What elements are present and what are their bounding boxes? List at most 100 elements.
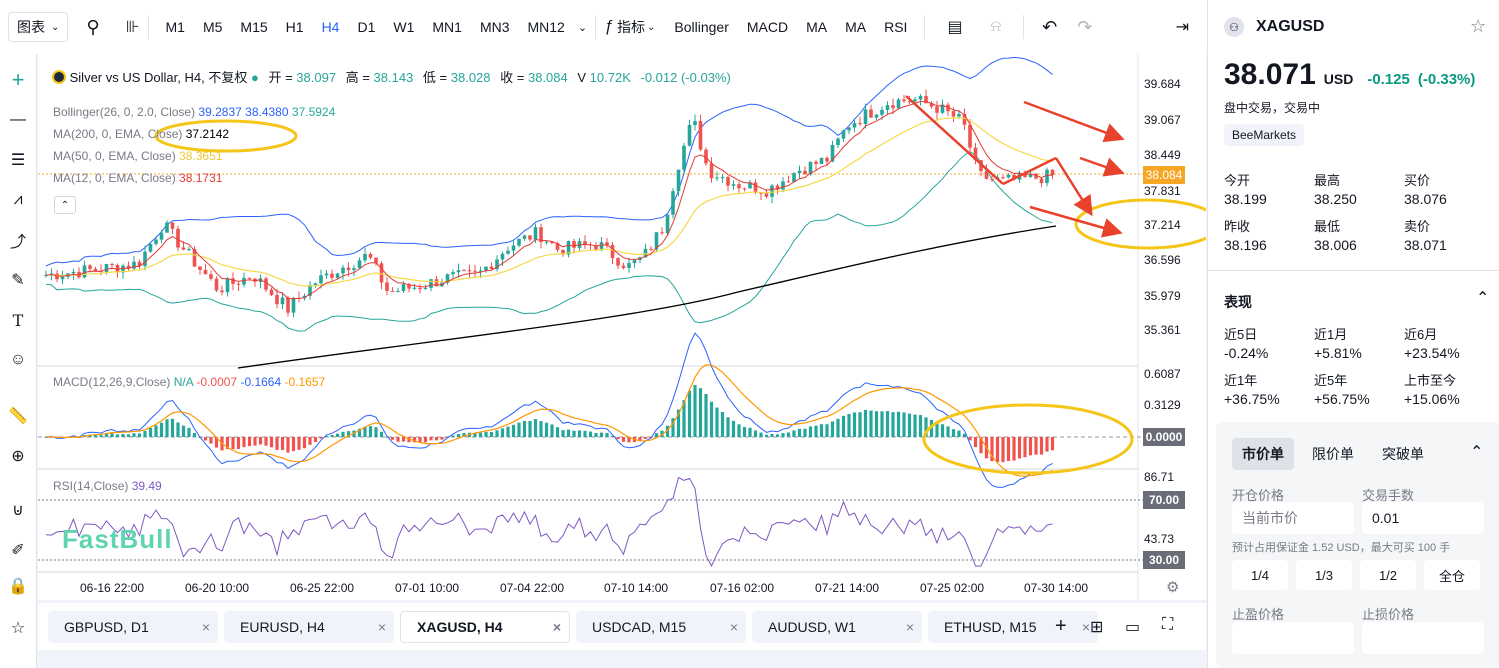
- candle-body: [93, 268, 98, 271]
- collapse-panel-icon[interactable]: ⇥: [1175, 19, 1189, 36]
- fraction-button[interactable]: 1/3: [1296, 560, 1352, 590]
- zoom-icon[interactable]: ⊕: [11, 448, 25, 465]
- pattern-icon[interactable]: ⩘: [13, 191, 23, 208]
- ma12-legend: MA(12, 0, EMA, Close) 38.1731: [53, 171, 222, 185]
- candle-type-icon[interactable]: ⊪: [125, 19, 140, 36]
- chart-tab[interactable]: AUDUSD, W1 ×: [752, 611, 922, 643]
- chevron-up-icon[interactable]: ⌃: [1476, 290, 1490, 307]
- timeframe-h1[interactable]: H1: [285, 19, 304, 35]
- chevron-up-icon[interactable]: ⌃: [1470, 444, 1484, 461]
- stop-loss-input[interactable]: [1362, 622, 1484, 654]
- close-icon[interactable]: ×: [377, 619, 386, 635]
- candle-body: [225, 278, 230, 293]
- take-profit-input[interactable]: [1232, 622, 1354, 654]
- chart-tab[interactable]: EURUSD, H4 ×: [224, 611, 394, 643]
- order-tab[interactable]: 市价单: [1232, 438, 1294, 470]
- indicator-button-bollinger[interactable]: Bollinger: [674, 19, 729, 35]
- timeframe-d1[interactable]: D1: [357, 19, 376, 35]
- order-tab[interactable]: 突破单: [1382, 446, 1424, 462]
- ma50-legend: MA(50, 0, EMA, Close) 38.3651: [53, 149, 222, 163]
- close-icon[interactable]: ×: [729, 619, 738, 635]
- fib-icon[interactable]: ☰: [10, 152, 26, 169]
- candle-body: [814, 161, 818, 164]
- settings-gear-icon[interactable]: ⚙: [1166, 579, 1180, 596]
- candle-body: [561, 249, 565, 255]
- fraction-button[interactable]: 全仓: [1424, 560, 1480, 590]
- fraction-button[interactable]: 1/2: [1360, 560, 1416, 590]
- indicator-button-macd[interactable]: MACD: [746, 19, 789, 35]
- indicator-button-ma[interactable]: MA: [845, 19, 867, 35]
- chart-tab[interactable]: GBPUSD, D1 ×: [48, 611, 218, 643]
- indicators-icon[interactable]: ƒ: [604, 18, 613, 35]
- favorite-star-icon[interactable]: ☆: [10, 620, 26, 637]
- timeframe-mn3[interactable]: MN3: [479, 19, 510, 35]
- chart-tab[interactable]: XAGUSD, H4 ×: [400, 611, 570, 643]
- lock-drawing-icon[interactable]: ✐: [11, 542, 25, 559]
- indicator-button-ma[interactable]: MA: [806, 19, 828, 35]
- macd-line: [45, 332, 1053, 488]
- candle-body: [137, 261, 142, 267]
- timeframe-m1[interactable]: M1: [165, 19, 185, 35]
- search-icon[interactable]: ⚲: [86, 16, 100, 37]
- ruler-icon[interactable]: 📏: [8, 408, 28, 425]
- fraction-button[interactable]: 1/4: [1232, 560, 1288, 590]
- undo-icon[interactable]: ↶: [1042, 16, 1058, 37]
- timeframe-m15[interactable]: M15: [240, 19, 268, 35]
- timeframe-m5[interactable]: M5: [202, 19, 223, 35]
- close-icon[interactable]: ×: [1081, 619, 1090, 635]
- alert-icon[interactable]: ⍾: [990, 18, 1002, 35]
- projection-icon[interactable]: ⤴: [9, 234, 26, 251]
- side-price-row: 38.071 USD -0.125 (-0.33%): [1224, 58, 1475, 92]
- chart-menu-button[interactable]: 图表 ⌄: [8, 12, 69, 42]
- timeframe-mn1[interactable]: MN1: [432, 19, 462, 35]
- candle-body: [198, 266, 202, 270]
- close-icon[interactable]: ×: [905, 619, 914, 635]
- candle-body: [863, 109, 868, 124]
- timeframe-h4[interactable]: H4: [321, 19, 340, 35]
- add-tab-icon[interactable]: +: [1055, 615, 1067, 637]
- window-icon[interactable]: ▭: [1125, 619, 1141, 636]
- margin-note: 预计占用保证金 1.52 USD，最大可买 100 手: [1232, 542, 1451, 554]
- candle-body: [308, 285, 312, 296]
- macd-histogram-bar: [676, 409, 681, 437]
- timeframe-w1[interactable]: W1: [393, 19, 415, 35]
- chart-tab-label: AUDUSD, W1: [768, 619, 856, 635]
- lock-icon[interactable]: 🔒: [8, 578, 28, 595]
- open-price-input[interactable]: 当前市价: [1232, 502, 1354, 534]
- fullscreen-icon[interactable]: ⛶: [1162, 616, 1174, 633]
- trend-line-icon[interactable]: —: [10, 111, 26, 128]
- close-icon[interactable]: ×: [552, 619, 561, 635]
- layout-icon[interactable]: ▤: [947, 19, 963, 36]
- crosshair-icon[interactable]: +: [11, 67, 25, 92]
- collapse-legend-button[interactable]: ⌃: [54, 196, 76, 214]
- close-value: 38.084: [527, 70, 568, 85]
- candle-body: [671, 191, 675, 215]
- side-symbol: XAGUSD: [1256, 18, 1325, 35]
- magnet-icon[interactable]: ⊍: [12, 502, 24, 519]
- broker-badge[interactable]: BeeMarkets: [1224, 124, 1305, 146]
- perf-item: 近5日 -0.24%: [1224, 324, 1268, 361]
- timeframe-mn12[interactable]: MN12: [527, 19, 565, 35]
- brush-icon[interactable]: ✎: [11, 272, 25, 289]
- macd-histogram-bar: [555, 427, 560, 437]
- lots-input[interactable]: 0.01: [1362, 502, 1484, 534]
- order-tab[interactable]: 限价单: [1312, 446, 1354, 462]
- macd-histogram-bar: [390, 437, 395, 440]
- chart-tab[interactable]: USDCAD, M15 ×: [576, 611, 746, 643]
- indicator-button-rsi[interactable]: RSI: [884, 19, 908, 35]
- macd-histogram-bar: [891, 412, 895, 437]
- star-icon[interactable]: ☆: [1470, 16, 1487, 36]
- chart-area[interactable]: Silver vs US Dollar, H4, 不复权 ● 开 = 38.09…: [38, 54, 1206, 600]
- emoji-icon[interactable]: ☺: [9, 351, 27, 368]
- chart-canvas[interactable]: [38, 54, 1206, 600]
- close-icon[interactable]: ×: [201, 619, 210, 635]
- indicators-button[interactable]: 指标: [616, 19, 645, 35]
- macd-histogram-bar: [533, 419, 538, 437]
- macd-histogram-bar: [407, 437, 411, 443]
- redo-icon[interactable]: ↷: [1077, 16, 1093, 37]
- chevron-down-icon[interactable]: ⌄: [577, 21, 588, 34]
- macd-histogram-bar: [143, 430, 147, 437]
- text-icon[interactable]: T: [12, 310, 24, 330]
- split-layout-icon[interactable]: ⊞: [1090, 619, 1104, 636]
- chart-tab[interactable]: ETHUSD, M15 ×: [928, 611, 1098, 643]
